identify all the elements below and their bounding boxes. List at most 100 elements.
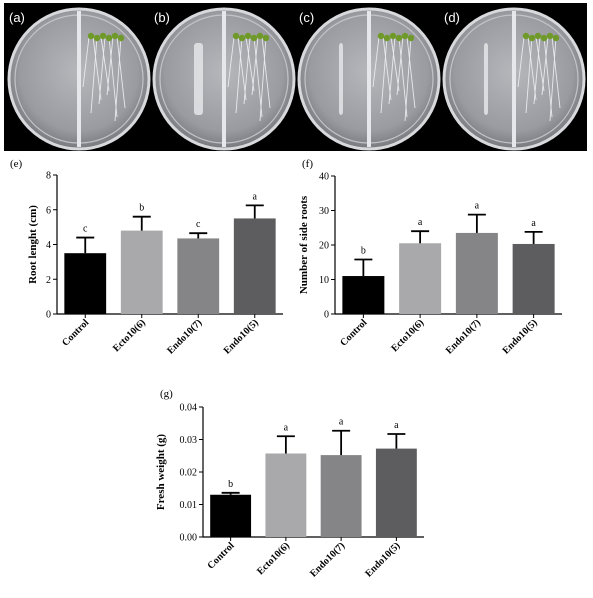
significance-letter: b (139, 203, 144, 214)
significance-letter: a (418, 217, 423, 228)
seedling (93, 34, 101, 42)
seedling (232, 32, 240, 40)
y-tick-label: 0.04 (180, 403, 198, 414)
plate-label: (d) (444, 10, 460, 25)
category-label: Endo10(5) (363, 540, 402, 579)
plate-label: (a) (9, 10, 25, 25)
bar (265, 453, 307, 537)
category-label: Ecto10(6) (255, 540, 292, 577)
petri-plate: (a) (7, 7, 151, 151)
chart-side-roots: (f) 0 10 20 30 40 Number of side roots b Control… (296, 155, 593, 365)
y-tick-label: 0.01 (180, 500, 198, 511)
y-tick-label: 20 (319, 241, 329, 252)
y-tick-label: 0 (46, 310, 51, 321)
chart-side-roots-svg: (f) 0 10 20 30 40 Number of side roots b Control… (298, 158, 562, 357)
significance-letter: b (228, 479, 233, 490)
seedling (105, 34, 113, 42)
y-tick-label: 0 (324, 310, 329, 321)
category-label: Endo10(5) (222, 317, 261, 356)
root-strand (525, 36, 533, 114)
y-tick-label: 2 (46, 275, 51, 286)
root-strand (527, 36, 537, 101)
significance-letter: c (83, 224, 88, 235)
petri-plate: (d) (442, 7, 586, 151)
category-label: Control (338, 317, 369, 348)
root-strand (533, 36, 541, 105)
root-strand (98, 36, 106, 105)
seedling (256, 32, 264, 40)
significance-letter: a (394, 420, 399, 431)
bar (342, 276, 385, 314)
seedling (389, 32, 397, 40)
root-strand (92, 36, 102, 101)
petri-plate-photos: (a) (b) (c) (d) (4, 3, 587, 151)
category-label: Endo10(7) (308, 540, 347, 579)
bar (233, 218, 276, 314)
y-tick-label: 8 (46, 171, 51, 182)
category-label: Ecto10(6) (111, 317, 148, 354)
root-strand (114, 36, 122, 122)
seedling (238, 34, 246, 42)
bar (399, 243, 442, 314)
root-strand (82, 36, 90, 88)
bar (375, 448, 417, 537)
y-axis-title: Number of side roots (298, 195, 310, 294)
seedling (540, 34, 548, 42)
root-strand (549, 36, 557, 122)
petri-plate: (b) (152, 7, 296, 151)
bar (210, 494, 252, 537)
seedling (262, 34, 270, 42)
seedling (552, 34, 560, 42)
bar (120, 230, 163, 314)
seedling (250, 34, 258, 42)
significance-letter: a (531, 218, 536, 229)
seedling (383, 34, 391, 42)
category-label: Ecto10(6) (389, 317, 426, 354)
seedling (244, 32, 252, 40)
bar (512, 243, 555, 314)
category-label: Control (206, 540, 237, 571)
seedling (407, 34, 415, 42)
category-label: Endo10(7) (444, 317, 483, 356)
root-strand (406, 36, 416, 109)
significance-letter: a (284, 422, 289, 433)
bar (64, 253, 107, 314)
seedling (534, 32, 542, 40)
plate-label: (b) (154, 10, 170, 25)
root-strand (106, 36, 114, 96)
y-tick-label: 0.03 (180, 435, 198, 446)
y-tick-label: 0.02 (180, 468, 198, 479)
chart-fresh-weight: (g) 0.00 0.01 0.02 0.03 0.04 Fresh weight (g) b… (150, 385, 450, 593)
y-tick-label: 40 (319, 172, 329, 183)
significance-letter: a (339, 417, 344, 428)
petri-plates-figure: (a) (b) (c) (d) (7, 7, 586, 151)
root-strand (517, 36, 525, 88)
plate-label: (c) (299, 10, 314, 25)
root-strand (90, 36, 98, 114)
seedling (401, 32, 409, 40)
root-strand (388, 36, 396, 105)
root-strand (404, 36, 412, 122)
y-tick-label: 6 (46, 205, 51, 216)
seedling (111, 32, 119, 40)
panel-label: (e) (10, 158, 23, 170)
y-tick-label: 30 (319, 206, 329, 217)
root-strand (396, 36, 404, 96)
significance-letter: a (253, 191, 258, 202)
seedling (117, 34, 125, 42)
root-strand (259, 36, 267, 122)
category-label: Endo10(7) (165, 317, 204, 356)
root-strand (261, 36, 271, 109)
bar (320, 455, 362, 537)
seedling (99, 32, 107, 40)
root-strand (541, 36, 549, 96)
seedling (395, 34, 403, 42)
root-strand (382, 36, 392, 101)
fungal-inoculum (484, 43, 488, 115)
root-strand (235, 36, 243, 114)
y-axis-title: Root lenght (cm) (27, 205, 39, 284)
root-strand (237, 36, 247, 101)
seedling (522, 32, 530, 40)
seedling (528, 34, 536, 42)
y-tick-label: 0.00 (180, 533, 198, 544)
